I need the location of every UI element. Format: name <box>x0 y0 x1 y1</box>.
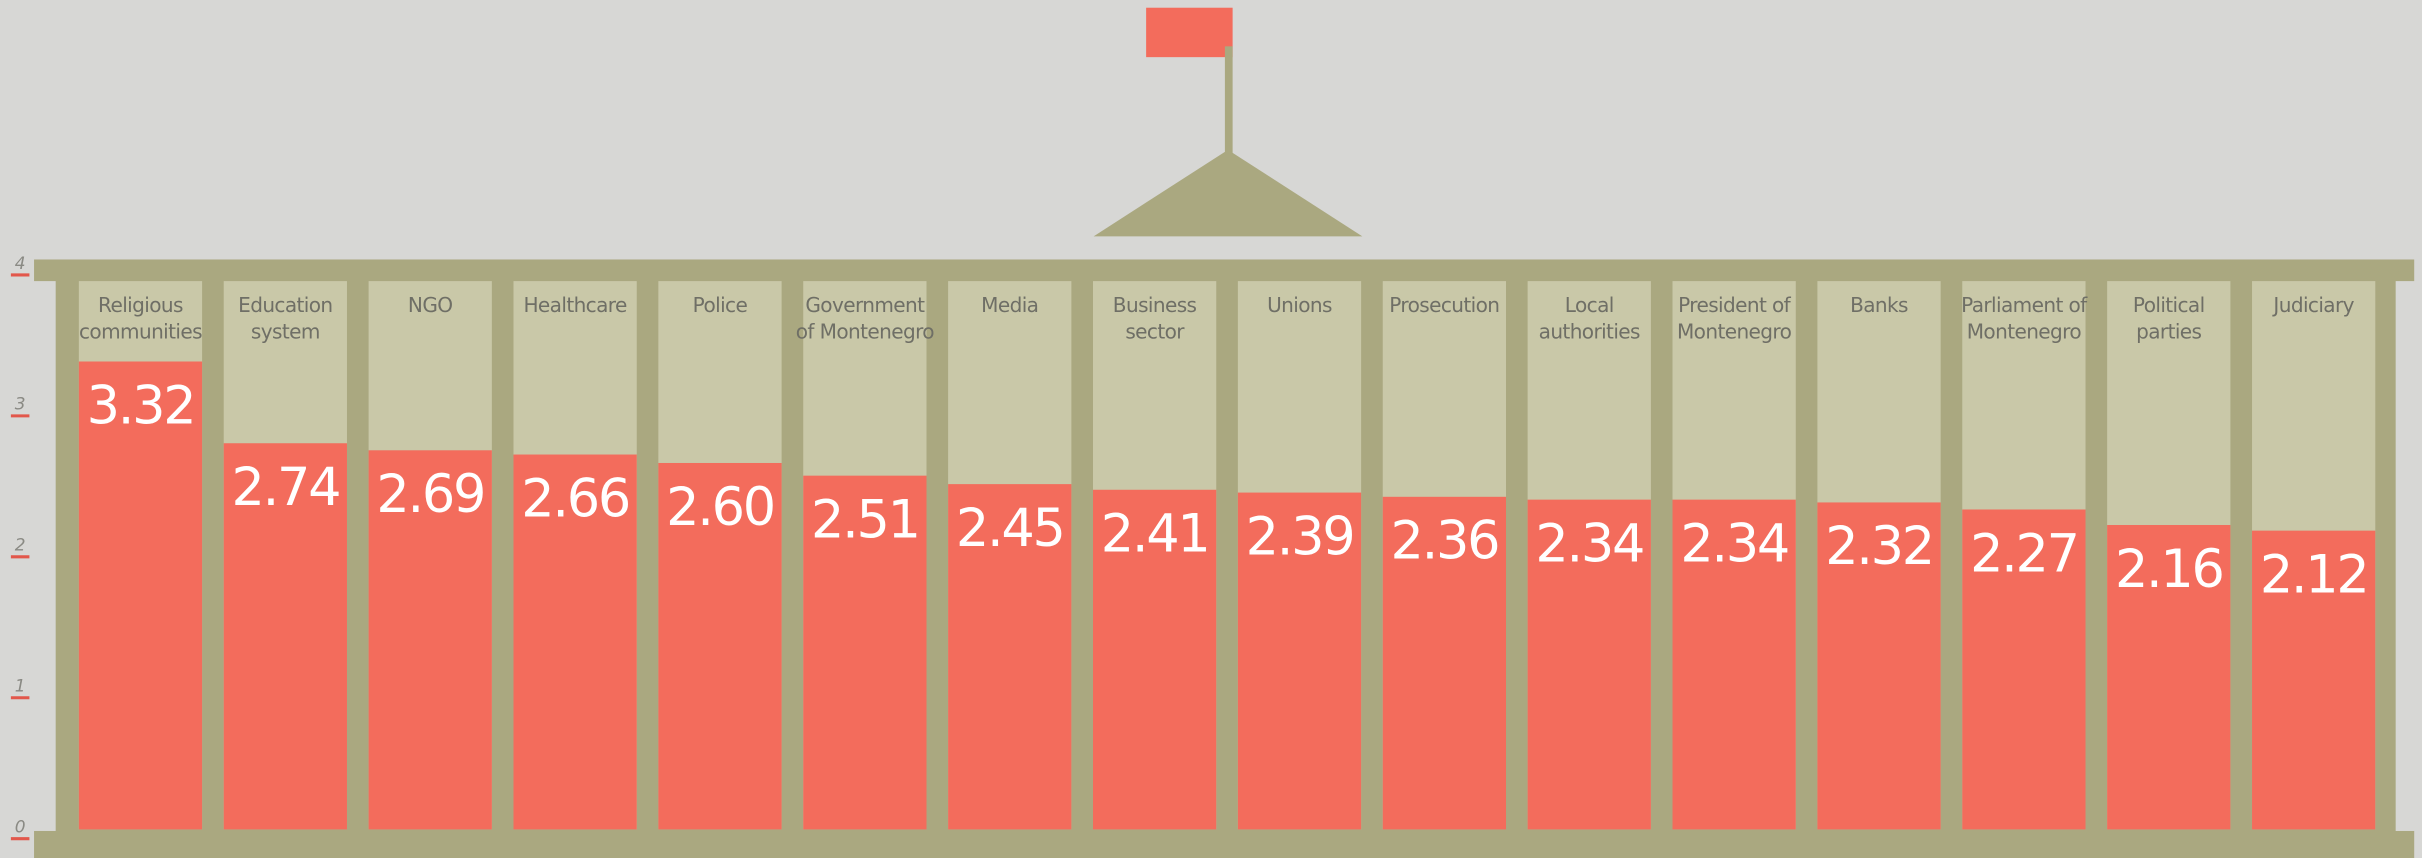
category-label-box: Healthcare <box>523 295 627 319</box>
value-label: 2.12 <box>2260 544 2368 605</box>
value-label: 2.27 <box>1970 523 2078 584</box>
value-label: 2.36 <box>1391 511 1499 572</box>
category-label: Judiciary <box>2273 295 2354 319</box>
category-label-box: Local authorities <box>1538 295 1641 345</box>
bar <box>1237 492 1362 830</box>
bar <box>1382 496 1507 830</box>
bar <box>658 462 782 830</box>
bar <box>1092 489 1217 830</box>
bar <box>1527 499 1651 830</box>
category-label-box: Police <box>692 295 748 319</box>
value-label: 2.39 <box>1246 506 1354 567</box>
category-label: Government of Montenegro <box>795 295 935 345</box>
category-label: Police <box>692 295 748 319</box>
value-label: 2.45 <box>956 498 1064 559</box>
category-label: Religious communities <box>78 295 203 345</box>
y-tick-label: 4 <box>15 254 26 274</box>
category-label: Healthcare <box>523 295 627 319</box>
base-beam <box>34 830 2415 858</box>
value-label: 2.34 <box>1535 513 1643 574</box>
category-label-box: Government of Montenegro <box>795 295 935 345</box>
bar <box>513 454 637 830</box>
category-label: NGO <box>407 295 453 319</box>
y-tick-label: 1 <box>15 677 26 697</box>
category-label: Local authorities <box>1538 295 1641 345</box>
bar <box>1962 509 2086 830</box>
category-label: Prosecution <box>1389 295 1500 319</box>
flag <box>1146 7 1233 58</box>
bar <box>1672 499 1796 830</box>
value-label: 3.32 <box>87 375 195 436</box>
bar <box>1817 502 1941 830</box>
bar <box>78 361 203 830</box>
category-label: Parliament of Montenegro <box>1961 295 2087 345</box>
category-label: Unions <box>1267 295 1332 319</box>
category-label: Media <box>981 295 1039 319</box>
value-label: 2.60 <box>666 477 774 538</box>
category-label: Political parties <box>2132 295 2205 345</box>
bar <box>223 443 347 830</box>
value-label: 2.74 <box>232 457 340 518</box>
category-label: President of Montenegro <box>1676 295 1792 345</box>
bar <box>2252 530 2376 830</box>
category-label-box: Political parties <box>2132 295 2205 345</box>
value-label: 2.32 <box>1825 516 1933 577</box>
value-label: 2.34 <box>1680 513 1788 574</box>
category-label: Business sector <box>1112 295 1197 345</box>
value-label: 2.66 <box>521 468 629 529</box>
value-label: 2.41 <box>1101 504 1209 565</box>
category-label: Banks <box>1850 295 1908 319</box>
y-tick-label: 2 <box>15 536 26 556</box>
category-label-box: Parliament of Montenegro <box>1961 295 2087 345</box>
y-tick-label: 3 <box>15 395 26 415</box>
category-label-box: Religious communities <box>78 295 203 345</box>
pediment <box>1093 149 1363 237</box>
category-label-box: Banks <box>1850 295 1908 319</box>
category-label-box: Unions <box>1267 295 1332 319</box>
value-label: 2.69 <box>376 464 484 525</box>
value-label: 2.16 <box>2115 539 2223 600</box>
category-label-box: President of Montenegro <box>1676 295 1792 345</box>
y-tick-label: 0 <box>15 818 26 838</box>
flag-pole <box>1224 46 1233 155</box>
category-label: Education system <box>238 295 333 345</box>
bar <box>368 450 492 830</box>
category-label-box: Prosecution <box>1389 295 1500 319</box>
bar <box>948 484 1072 830</box>
bar <box>803 475 927 830</box>
category-label-box: Education system <box>238 295 333 345</box>
value-label: 2.51 <box>811 489 919 550</box>
category-label-box: Judiciary <box>2273 295 2354 319</box>
category-label-box: NGO <box>407 295 453 319</box>
bar <box>2107 524 2231 830</box>
category-label-box: Media <box>981 295 1039 319</box>
category-label-box: Business sector <box>1112 295 1197 345</box>
